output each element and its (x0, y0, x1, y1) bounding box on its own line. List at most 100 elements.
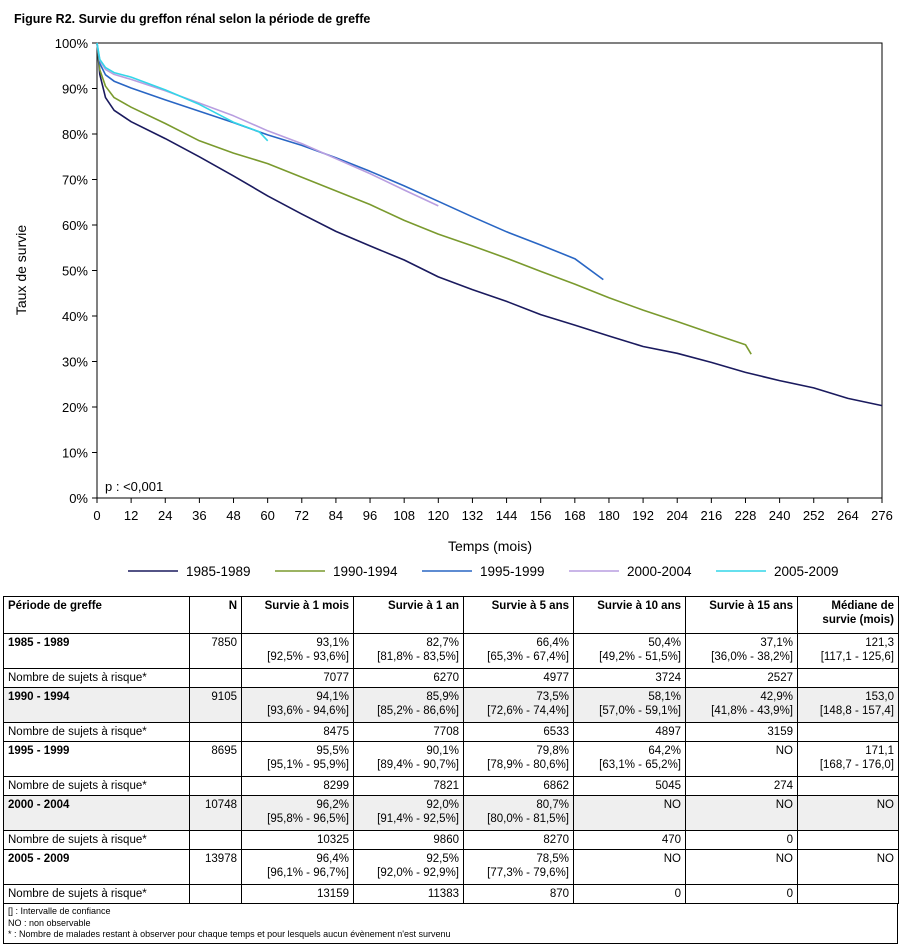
survival-curve-1985-1989 (96, 42, 883, 407)
risk-count-cell: 8475 (241, 722, 354, 742)
survival-cell: 85,9% [85,2% - 86,6%] (353, 687, 464, 723)
risk-label: Nombre de sujets à risque* (3, 830, 190, 850)
survival-value: 42,9% (760, 691, 793, 703)
survival-value: 66,4% (536, 637, 569, 649)
x-tick-label: 264 (837, 508, 859, 523)
x-tick-label: 36 (192, 508, 206, 523)
risk-count-cell: 8299 (241, 776, 354, 796)
survival-value: 73,5% (536, 691, 569, 703)
legend-label: 2000-2004 (627, 564, 692, 579)
n-cell: 13978 (189, 849, 242, 885)
km-chart-svg: 0% 10% 20% 30% 40% 50% 60% 70% 80% 90% 100% 0 12 24 3… (13, 36, 893, 579)
confidence-interval: [81,8% - 83,5%] (377, 651, 459, 663)
n-cell: 10748 (189, 795, 242, 831)
survival-value: NO (775, 853, 793, 865)
x-tick-label: 168 (564, 508, 586, 523)
confidence-interval: [93,6% - 94,6%] (267, 705, 349, 717)
risk-count-cell (797, 884, 899, 904)
y-tick-label: 90% (62, 82, 88, 97)
survival-cell: NO (685, 795, 798, 831)
risk-count-cell: 6533 (463, 722, 574, 742)
header-1-month: Survie à 1 mois (241, 596, 354, 634)
y-axis-label: Taux de survie (13, 225, 29, 315)
confidence-interval: [49,2% - 51,5%] (599, 651, 681, 663)
survival-value: 78,5% (536, 853, 569, 865)
confidence-interval: [41,8% - 43,9%] (711, 705, 793, 717)
survival-value: 95,5% (316, 745, 349, 757)
confidence-interval: [95,8% - 96,5%] (267, 813, 349, 825)
survival-cell: NO (573, 795, 686, 831)
risk-count-cell: 6270 (353, 668, 464, 688)
confidence-interval: [168,7 - 176,0] (819, 759, 894, 771)
confidence-interval: [92,5% - 93,6%] (267, 651, 349, 663)
table-row: 1990 - 1994 9105 94,1% [93,6% - 94,6%] 85,9%… (3, 687, 899, 723)
risk-count-cell: 5045 (573, 776, 686, 796)
confidence-interval: [80,0% - 81,5%] (487, 813, 569, 825)
risk-count-cell: 9860 (353, 830, 464, 850)
confidence-interval: [89,4% - 90,7%] (377, 759, 459, 771)
survival-cell: 82,7% [81,8% - 83,5%] (353, 633, 464, 669)
x-tick-label: 132 (462, 508, 484, 523)
x-tick-label: 156 (530, 508, 552, 523)
survival-table-container: Période de greffe N Survie à 1 mois Surv… (3, 596, 899, 944)
table-row: 1995 - 1999 8695 95,5% [95,1% - 95,9%] 90,1%… (3, 741, 899, 777)
survival-value: 80,7% (536, 799, 569, 811)
survival-cell: 90,1% [89,4% - 90,7%] (353, 741, 464, 777)
risk-count-cell: 2527 (685, 668, 798, 688)
y-tick-label: 80% (62, 127, 88, 142)
x-tick-label: 72 (295, 508, 309, 523)
y-tick-label: 10% (62, 446, 88, 461)
n-cell: 8695 (189, 741, 242, 777)
y-axis: 0% 10% 20% 30% 40% 50% 60% 70% 80% 90% 100% (55, 36, 97, 506)
survival-cell: 94,1% [93,6% - 94,6%] (241, 687, 354, 723)
risk-label: Nombre de sujets à risque* (3, 668, 190, 688)
x-axis-label: Temps (mois) (448, 538, 532, 554)
survival-value: 79,8% (536, 745, 569, 757)
x-tick-label: 216 (700, 508, 722, 523)
confidence-interval: [92,0% - 92,9%] (377, 867, 459, 879)
empty-cell (189, 668, 242, 688)
risk-count-cell: 4977 (463, 668, 574, 688)
confidence-interval: [96,1% - 96,7%] (267, 867, 349, 879)
survival-cell: 121,3 [117,1 - 125,6] (797, 633, 899, 669)
table-header-row: Période de greffe N Survie à 1 mois Surv… (3, 596, 899, 634)
survival-cell: NO (685, 849, 798, 885)
period-cell: 1995 - 1999 (3, 741, 190, 777)
legend-label: 1990-1994 (333, 564, 398, 579)
survival-cell: 153,0 [148,8 - 157,4] (797, 687, 899, 723)
table-row: 2005 - 2009 13978 96,4% [96,1% - 96,7%] 92,5… (3, 849, 899, 885)
empty-cell (189, 830, 242, 850)
survival-value: 92,0% (426, 799, 459, 811)
survival-cell: 37,1% [36,0% - 38,2%] (685, 633, 798, 669)
period-cell: 2000 - 2004 (3, 795, 190, 831)
survival-cell: 93,1% [92,5% - 93,6%] (241, 633, 354, 669)
risk-count-cell: 8270 (463, 830, 574, 850)
x-tick-label: 144 (496, 508, 518, 523)
risk-row: Nombre de sujets à risque* 13159 11383 870 0… (3, 884, 899, 904)
survival-cell: 73,5% [72,6% - 74,4%] (463, 687, 574, 723)
survival-value: 92,5% (426, 853, 459, 865)
period-cell: 1985 - 1989 (3, 633, 190, 669)
confidence-interval: [77,3% - 79,6%] (487, 867, 569, 879)
p-value-annotation: p : <0,001 (105, 479, 163, 494)
y-tick-label: 100% (55, 36, 89, 51)
risk-count-cell: 7708 (353, 722, 464, 742)
x-tick-label: 108 (393, 508, 415, 523)
risk-count-cell: 7821 (353, 776, 464, 796)
x-tick-label: 96 (363, 508, 377, 523)
period-cell: 1990 - 1994 (3, 687, 190, 723)
y-tick-label: 60% (62, 218, 88, 233)
risk-row: Nombre de sujets à risque* 8475 7708 6533 48… (3, 722, 899, 742)
survival-cell: 95,5% [95,1% - 95,9%] (241, 741, 354, 777)
survival-curve-1990-1994 (96, 42, 752, 355)
survival-cell: 79,8% [78,9% - 80,6%] (463, 741, 574, 777)
risk-count-cell: 0 (685, 884, 798, 904)
legend-label: 1985-1989 (186, 564, 251, 579)
confidence-interval: [36,0% - 38,2%] (711, 651, 793, 663)
survival-value: 82,7% (426, 637, 459, 649)
y-tick-label: 70% (62, 173, 88, 188)
n-cell: 9105 (189, 687, 242, 723)
risk-count-cell: 0 (573, 884, 686, 904)
survival-value: NO (775, 799, 793, 811)
risk-count-cell: 10325 (241, 830, 354, 850)
